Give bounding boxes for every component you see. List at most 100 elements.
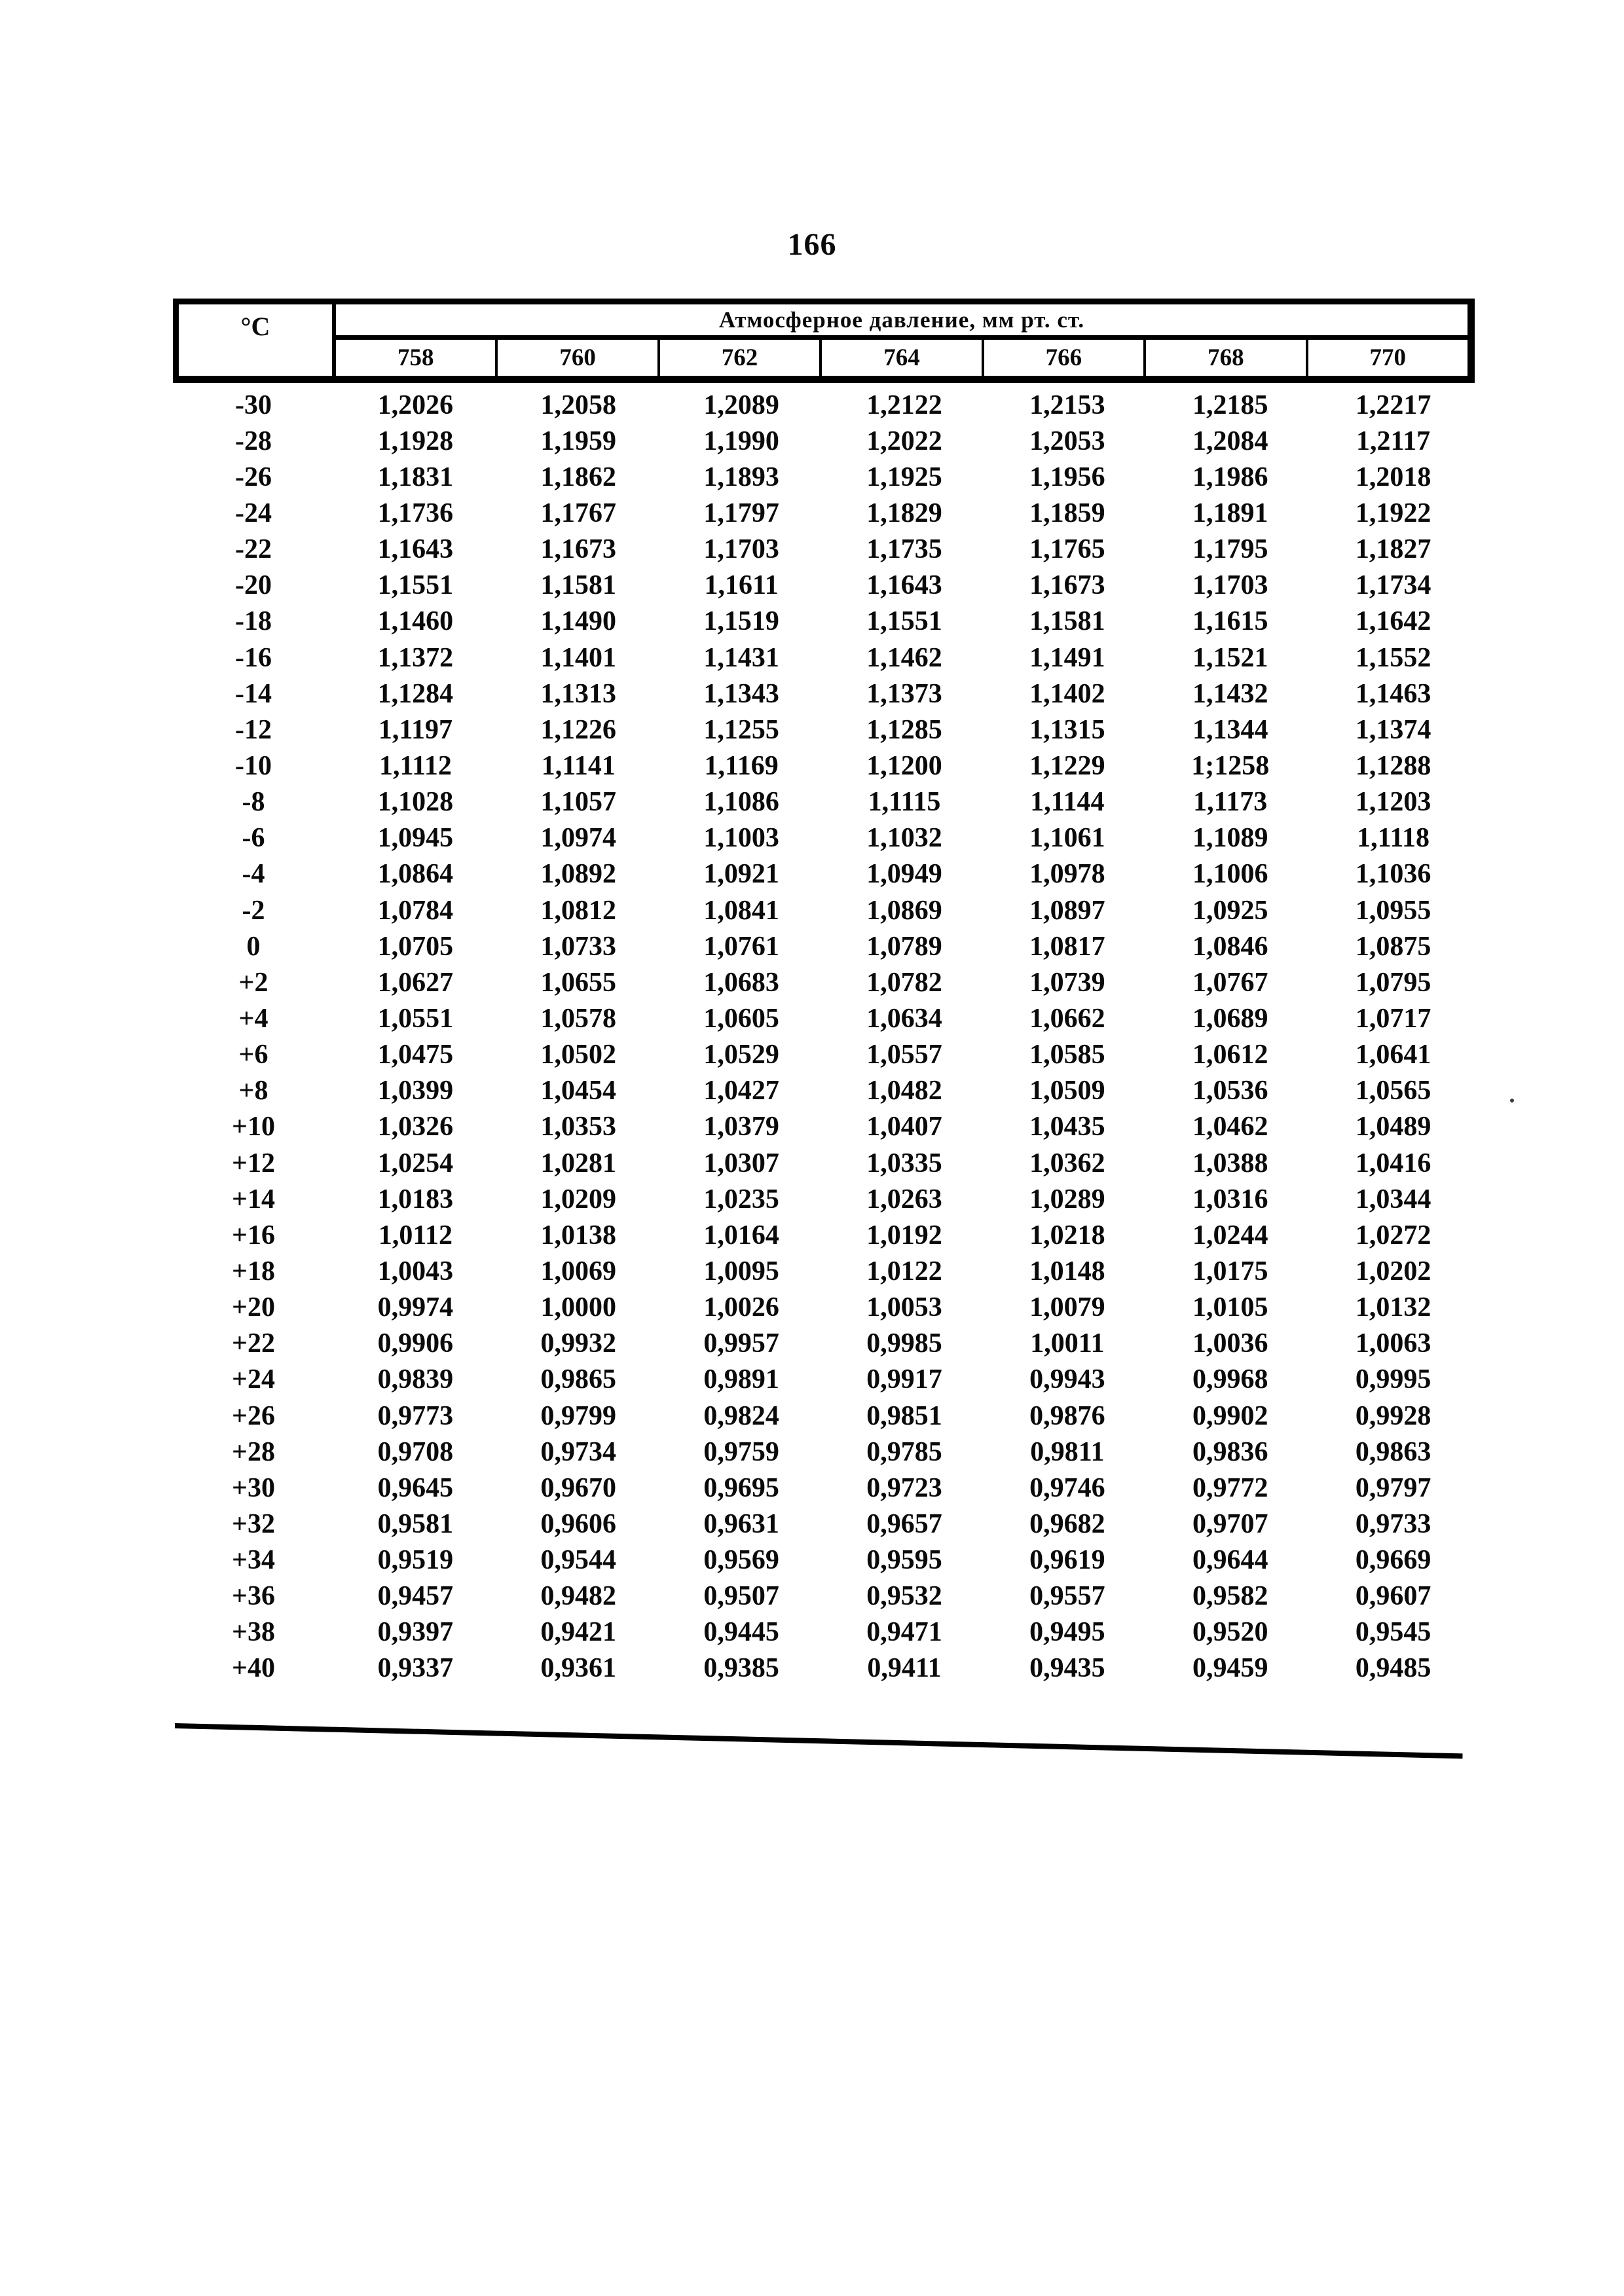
table-row: +8 1,0399 1,0454 1,0427 1,0482 1,0509 1,0536 1… [173,1073,1475,1109]
temperature-cell: -24 [235,498,272,528]
value-cell: 1,1829 [866,498,942,528]
value-cell: 1,1229 [1029,750,1105,781]
value-cell: 0,9746 [1029,1472,1105,1503]
value-cell: 0,9607 [1355,1581,1431,1612]
value-cell: 1,0761 [703,931,779,962]
value-cell: 1,1432 [1192,678,1268,709]
temperature-cell: 0 [246,931,261,962]
value-cell: 0,9836 [1192,1436,1268,1467]
value-cell: 1,0416 [1355,1148,1431,1178]
temperature-cell: +2 [238,967,268,998]
temperature-cell: -26 [235,462,272,492]
value-cell: 1,1028 [377,787,454,818]
value-cell: 0,9708 [377,1436,454,1467]
value-cell: 1,0289 [1029,1184,1105,1214]
value-cell: 1,1735 [866,534,942,565]
temperature-cell: +22 [232,1328,275,1359]
value-cell: 1,0557 [866,1040,942,1070]
temperature-cell: -6 [242,823,265,854]
value-cell: 1,0627 [377,967,454,998]
value-cell: 1;1258 [1191,750,1270,781]
value-cell: 1,1462 [866,642,942,673]
value-cell: 0,9670 [540,1472,617,1503]
value-cell: 1,1374 [1355,714,1431,745]
value-cell: 0,9581 [377,1508,454,1539]
pressure-column-header: 770 [1305,340,1467,376]
value-cell: 0,9876 [1029,1400,1105,1431]
value-cell: 1,0272 [1355,1220,1431,1250]
value-cell: 1,2084 [1192,426,1268,456]
pressure-column-header: 758 [397,344,434,371]
value-cell: 1,0978 [1029,859,1105,890]
value-cell: 1,0435 [1029,1112,1105,1142]
table-row: +32 0,9581 0,9606 0,9631 0,9657 0,9682 0,9707… [173,1506,1475,1542]
pressure-column-header: 762 [657,340,819,376]
value-cell: 0,9974 [377,1292,454,1323]
value-cell: 1,2185 [1192,390,1268,420]
temperature-cell: +38 [232,1617,275,1648]
pressure-column-header: 766 [981,340,1143,376]
value-cell: 0,9839 [377,1364,454,1395]
value-cell: 1,0036 [1192,1328,1268,1359]
temperature-cell: -8 [242,787,265,818]
value-cell: 1,0689 [1192,1003,1268,1034]
value-cell: 1,0612 [1192,1040,1268,1070]
value-cell: 1,1057 [540,787,617,818]
value-cell: 1,2122 [866,390,942,420]
value-cell: 1,1928 [377,426,454,456]
temperature-cell: -10 [235,750,272,781]
value-cell: 1,0945 [377,823,454,854]
value-cell: 0,9851 [866,1400,942,1431]
value-cell: 1,1373 [866,678,942,709]
value-cell: 1,0399 [377,1076,454,1106]
value-cell: 1,0641 [1355,1040,1431,1070]
value-cell: 1,1200 [866,750,942,781]
value-cell: 1,0551 [377,1003,454,1034]
value-cell: 0,9411 [867,1653,942,1684]
scan-speck [1510,1099,1514,1102]
value-cell: 0,9811 [1030,1436,1105,1467]
temp-header-cell: °C [179,304,336,376]
value-cell: 1,0164 [703,1220,779,1250]
temperature-cell: +34 [232,1545,275,1576]
footer-rule [174,1723,1463,1759]
value-cell: 0,9772 [1192,1472,1268,1503]
value-cell: 1,1827 [1355,534,1431,565]
table-row: +12 1,0254 1,0281 1,0307 1,0335 1,0362 1,0388… [173,1145,1475,1181]
value-cell: 1,1141 [541,750,616,781]
value-cell: 0,9582 [1192,1581,1268,1612]
temperature-cell: +28 [232,1436,275,1467]
value-cell: 0,9421 [540,1617,617,1648]
value-cell: 1,0662 [1029,1003,1105,1034]
value-cell: 1,0578 [540,1003,617,1034]
table-row: -26 1,1831 1,1862 1,1893 1,1925 1,1956 1,1986… [173,459,1475,495]
value-cell: 1,0462 [1192,1112,1268,1142]
value-cell: 1,0767 [1192,967,1268,998]
value-cell: 1,1925 [866,462,942,492]
value-cell: 1,1173 [1193,787,1268,818]
value-cell: 1,2022 [866,426,942,456]
value-cell: 1,0235 [703,1184,779,1214]
value-cell: 0,9385 [703,1653,779,1684]
value-cell: 1,1115 [868,787,941,818]
temperature-cell: -20 [235,570,272,601]
value-cell: 1,0921 [703,859,779,890]
value-cell: 1,0705 [377,931,454,962]
value-cell: 1,1643 [377,534,454,565]
value-cell: 1,1372 [377,642,454,673]
value-cell: 1,0841 [703,895,779,926]
value-cell: 0,9957 [703,1328,779,1359]
value-cell: 1,0353 [540,1112,617,1142]
temperature-cell: -18 [235,606,272,637]
value-cell: 1,0362 [1029,1148,1105,1178]
value-cell: 1,0254 [377,1148,454,1178]
value-cell: 1,1862 [540,462,617,492]
value-cell: 1,1003 [703,823,779,854]
value-cell: 1,0244 [1192,1220,1268,1250]
temperature-cell: +36 [232,1581,275,1612]
value-cell: 1,1521 [1192,642,1268,673]
value-cell: 0,9891 [703,1364,779,1395]
value-cell: 1,0388 [1192,1148,1268,1178]
value-cell: 1,1736 [377,498,454,528]
